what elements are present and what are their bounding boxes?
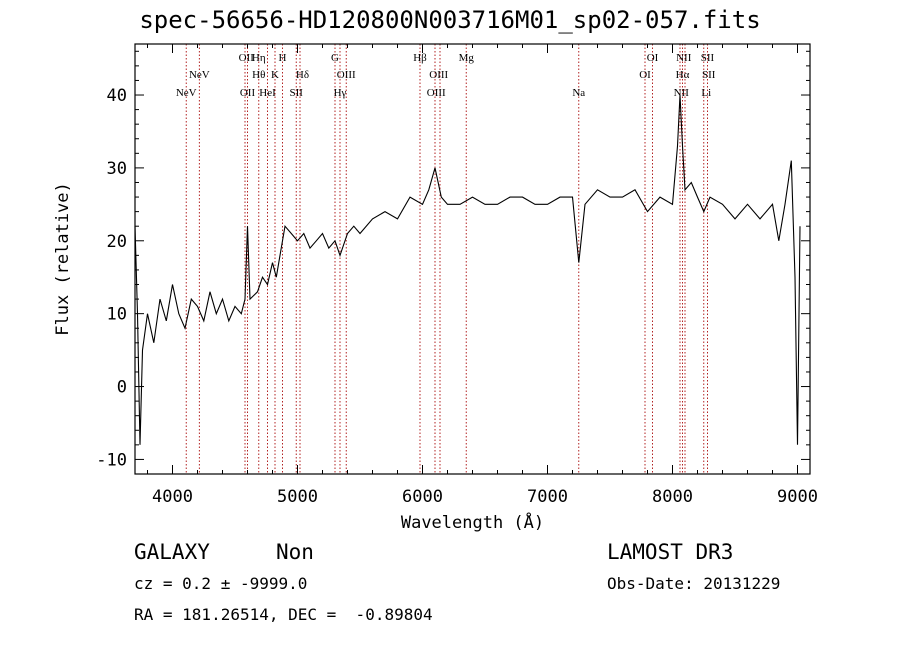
emission-line-label: NII	[676, 52, 692, 64]
emission-line-label: NeV	[189, 69, 210, 81]
emission-line-label: SII	[702, 69, 716, 81]
object-class: GALAXY	[134, 540, 210, 564]
emission-line-label: OI	[647, 52, 659, 64]
emission-line-label: K	[271, 69, 279, 81]
y-tick-label: 40	[107, 86, 127, 106]
y-axis: -10 0 10 20 30 40	[96, 50, 810, 470]
emission-line-label: OIII	[337, 69, 356, 81]
emission-line-label: OIII	[427, 87, 446, 99]
x-tick-label: 9000	[777, 487, 818, 507]
x-tick-label: 4000	[152, 487, 193, 507]
y-tick-label: 10	[107, 305, 127, 325]
x-axis-label: Wavelength (Å)	[401, 511, 544, 533]
emission-line-label: Hα	[676, 69, 690, 81]
emission-line-label: OII	[239, 52, 255, 64]
object-subclass: Non	[276, 540, 314, 564]
x-tick-label: 6000	[402, 487, 443, 507]
x-tick-label: 7000	[527, 487, 568, 507]
emission-line-label: OI	[639, 69, 651, 81]
emission-line-label: Hη	[252, 52, 266, 64]
emission-line-label: G	[331, 52, 339, 64]
emission-line-label: Mg	[459, 52, 475, 64]
spectrum-series-line	[134, 94, 801, 445]
emission-line-label: Hβ	[413, 52, 427, 64]
emission-line-label: OIII	[429, 69, 448, 81]
emission-line-label: H	[279, 52, 287, 64]
emission-line-label: Na	[572, 87, 585, 99]
emission-line-label: SII	[290, 87, 304, 99]
x-tick-label: 5000	[277, 487, 318, 507]
emission-line-label: HeI	[259, 87, 276, 99]
emission-line-label: NeV	[176, 87, 197, 99]
chart-title: spec-56656-HD120800N003716M01_sp02-057.f…	[139, 6, 761, 34]
emission-line-label: Hθ	[252, 69, 265, 81]
observation-date: Obs-Date: 20131229	[607, 574, 781, 593]
ra-dec: RA = 181.26514, DEC = -0.89804	[134, 605, 433, 624]
emission-line-label: Hγ	[334, 87, 347, 99]
y-tick-label: 0	[117, 378, 127, 398]
emission-line-label: SII	[701, 52, 715, 64]
y-tick-label: 20	[107, 232, 127, 252]
y-axis-label: Flux (relative)	[53, 182, 73, 336]
emission-line-label: Hδ	[296, 69, 309, 81]
emission-line-label: OII	[240, 87, 256, 99]
x-tick-label: 8000	[652, 487, 693, 507]
y-tick-label: -10	[96, 450, 127, 470]
emission-line-label: NII	[674, 87, 690, 99]
emission-line-label: Li	[701, 87, 711, 99]
emission-line-labels: NeVNeVOIIOIIHηHθHeIHKSIIHδGOIIIHγHβOIIIO…	[176, 52, 716, 99]
x-axis: 4000 5000 6000 7000 8000 9000	[147, 44, 818, 507]
emission-line-markers	[185, 44, 708, 474]
y-tick-label: 30	[107, 159, 127, 179]
survey-name: LAMOST DR3	[607, 540, 734, 564]
redshift-cz: cz = 0.2 ± -9999.0	[134, 574, 308, 593]
plot-frame	[134, 43, 811, 475]
